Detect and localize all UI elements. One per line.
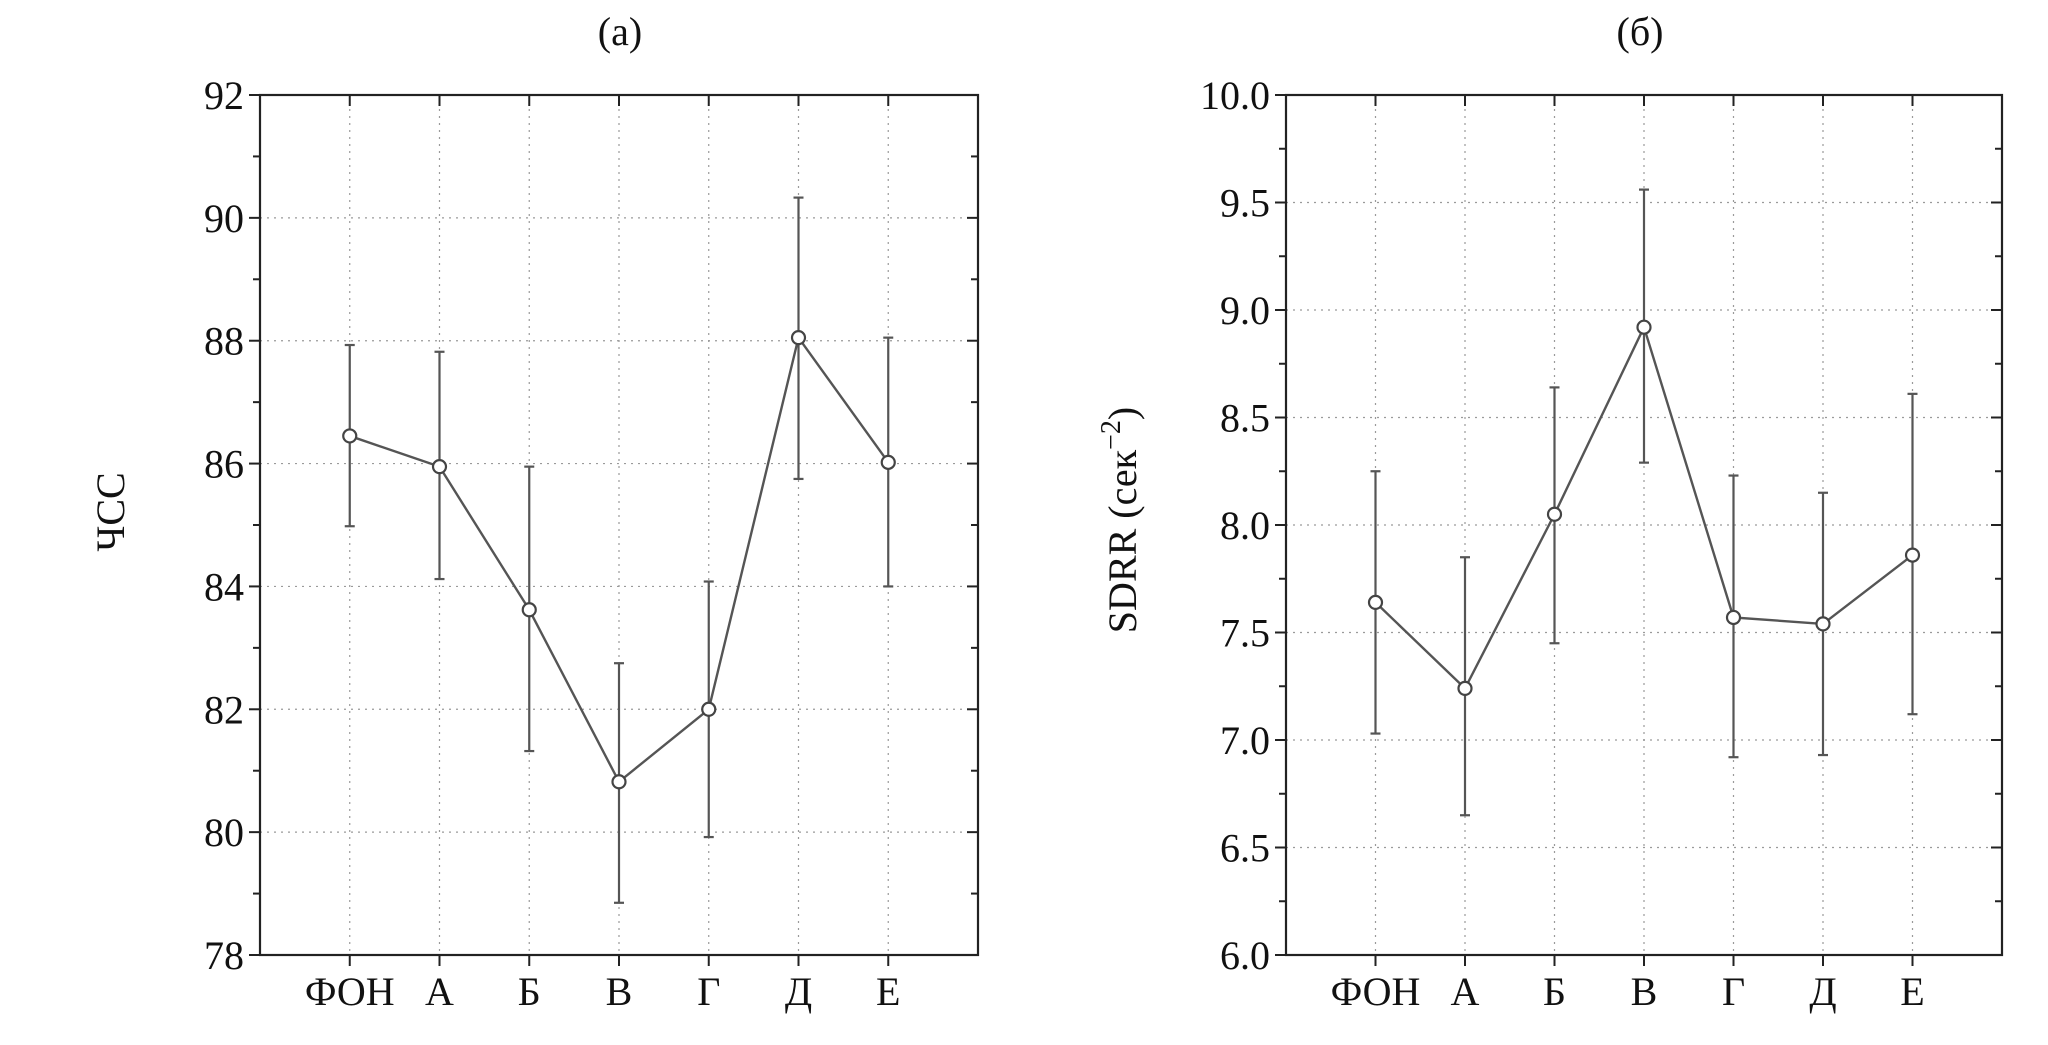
x-tick-labels-a: ФОН А Б В Г Д Е xyxy=(305,969,901,1014)
x-tick-label: А xyxy=(1451,969,1480,1014)
x-tick-label: Б xyxy=(518,969,541,1014)
panel-label-a: (а) xyxy=(598,9,642,54)
x-tick-label: Б xyxy=(1543,969,1566,1014)
y-axis-label-a: ЧСС xyxy=(88,472,133,551)
y-tick-label: 80 xyxy=(204,810,244,855)
x-tick-label: Д xyxy=(1809,969,1836,1014)
y-tick-label: 9.0 xyxy=(1220,288,1270,333)
data-point xyxy=(1904,547,1921,563)
x-tick-label: В xyxy=(606,969,633,1014)
y-tick-label: 6.5 xyxy=(1220,826,1270,871)
chart-panel-a: (а) ЧСС 78 80 82 84 86 88 90 92 ФОН А Б В Г Д Е xyxy=(88,9,980,1014)
ticks-a xyxy=(249,94,978,966)
points-b xyxy=(1367,319,1921,697)
data-point xyxy=(1725,609,1742,626)
panel-label-b: (б) xyxy=(1617,9,1664,54)
y-tick-label: 8.0 xyxy=(1220,503,1270,548)
y-axis-label-a-text: ЧСС xyxy=(88,472,133,551)
y-tick-label: 90 xyxy=(204,196,244,241)
y-tick-labels-b: 6.0 6.5 7.0 7.5 8.0 8.5 9.0 9.5 10.0 xyxy=(1200,73,1270,978)
y-tick-label: 82 xyxy=(204,687,244,732)
y-axis-label-b: SDRR (сек−2) xyxy=(1096,407,1145,633)
x-tick-label: А xyxy=(425,969,454,1014)
x-tick-label: ФОН xyxy=(1331,969,1421,1014)
data-point xyxy=(342,428,358,444)
y-axis-label-b-close: ) xyxy=(1100,407,1145,420)
data-point xyxy=(880,454,896,470)
data-point xyxy=(1636,319,1652,335)
data-point xyxy=(1457,680,1473,697)
x-tick-labels-b: ФОН А Б В Г Д Е xyxy=(1331,969,1925,1014)
y-tick-label: 92 xyxy=(204,73,244,118)
y-axis-label-b-text: SDRR (сек xyxy=(1100,449,1145,633)
data-point xyxy=(1367,594,1384,611)
data-point xyxy=(790,330,807,346)
y-tick-label: 78 xyxy=(204,933,244,978)
y-tick-label: 88 xyxy=(204,319,244,364)
y-tick-labels-a: 78 80 82 84 86 88 90 92 xyxy=(204,73,244,978)
y-tick-label: 10.0 xyxy=(1200,73,1270,118)
y-tick-label: 84 xyxy=(204,564,244,609)
x-tick-label: Е xyxy=(1900,969,1924,1014)
data-point xyxy=(521,602,537,618)
x-tick-label: Г xyxy=(1722,969,1745,1014)
data-point xyxy=(431,459,448,475)
data-point xyxy=(611,774,627,790)
data-point xyxy=(1546,506,1563,522)
y-axis-label-b-sup: −2 xyxy=(1096,420,1127,450)
x-tick-label: Е xyxy=(876,969,900,1014)
chart-panel-b: (б) SDRR (сек−2) 6.0 6.5 7.0 7.5 8.0 8.5 9.0 9.… xyxy=(1096,9,2004,1014)
y-tick-label: 7.0 xyxy=(1220,718,1270,763)
ticks-b xyxy=(1275,94,2002,966)
x-tick-label: Г xyxy=(697,969,720,1014)
x-tick-label: В xyxy=(1631,969,1658,1014)
x-tick-label: Д xyxy=(785,969,812,1014)
y-tick-label: 6.0 xyxy=(1220,933,1270,978)
points-a xyxy=(342,330,896,790)
y-tick-label: 7.5 xyxy=(1220,611,1270,656)
y-tick-label: 86 xyxy=(204,442,244,487)
data-point xyxy=(701,701,717,717)
x-tick-label: ФОН xyxy=(305,969,395,1014)
y-tick-label: 8.5 xyxy=(1220,396,1270,441)
data-point xyxy=(1815,616,1831,632)
y-tick-label: 9.5 xyxy=(1220,181,1270,226)
